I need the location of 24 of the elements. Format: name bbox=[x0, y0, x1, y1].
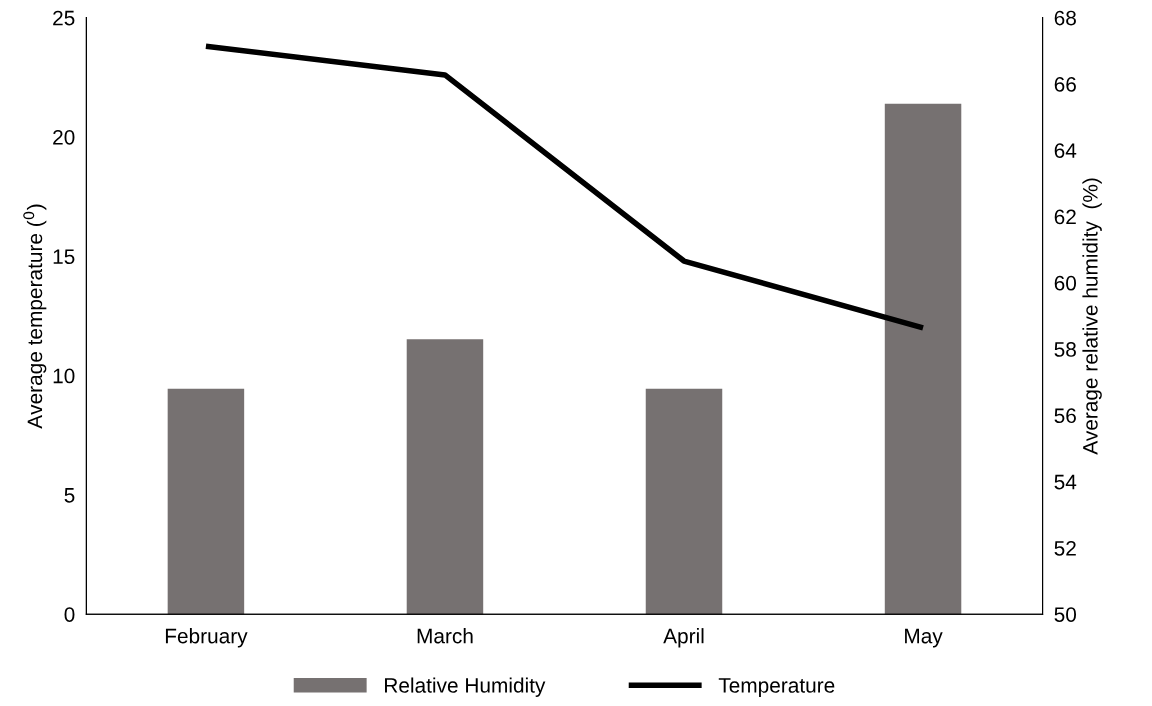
y-tick-label: 0 bbox=[64, 607, 75, 622]
y2-tick-label: 50 bbox=[1054, 607, 1077, 622]
y2-tick-label: 62 bbox=[1054, 209, 1076, 225]
y-tick-label: 10 bbox=[53, 368, 75, 384]
y-tick-label: 5 bbox=[64, 488, 75, 503]
legend-label: Relative Humidity bbox=[385, 677, 546, 697]
y2-tick-label: 64 bbox=[1054, 143, 1077, 158]
y-tick-label: 25 bbox=[53, 10, 75, 26]
y2-tick-label: 54 bbox=[1054, 474, 1077, 490]
y-tick-label: 15 bbox=[53, 249, 75, 265]
y2-tick-label: 52 bbox=[1054, 540, 1076, 556]
x-tick-label: March bbox=[417, 628, 473, 644]
y-axis-title: Average temperature ($^{0}$) bbox=[23, 204, 47, 429]
legend-label: Temperature bbox=[718, 678, 835, 697]
y2-tick-label: 66 bbox=[1054, 76, 1076, 92]
y2-tick-label: 56 bbox=[1054, 408, 1076, 424]
y2-tick-label: 60 bbox=[1054, 275, 1077, 291]
y2-axis-title: Average relative humidity (%) bbox=[1082, 178, 1102, 455]
y2-tick-label: 58 bbox=[1054, 342, 1076, 357]
x-tick-label: May bbox=[905, 628, 943, 648]
x-tick-label: February bbox=[165, 628, 248, 648]
y-tick-label: 20 bbox=[53, 129, 75, 145]
x-tick-label: April bbox=[663, 628, 704, 648]
y2-tick-label: 68 bbox=[1054, 10, 1076, 26]
